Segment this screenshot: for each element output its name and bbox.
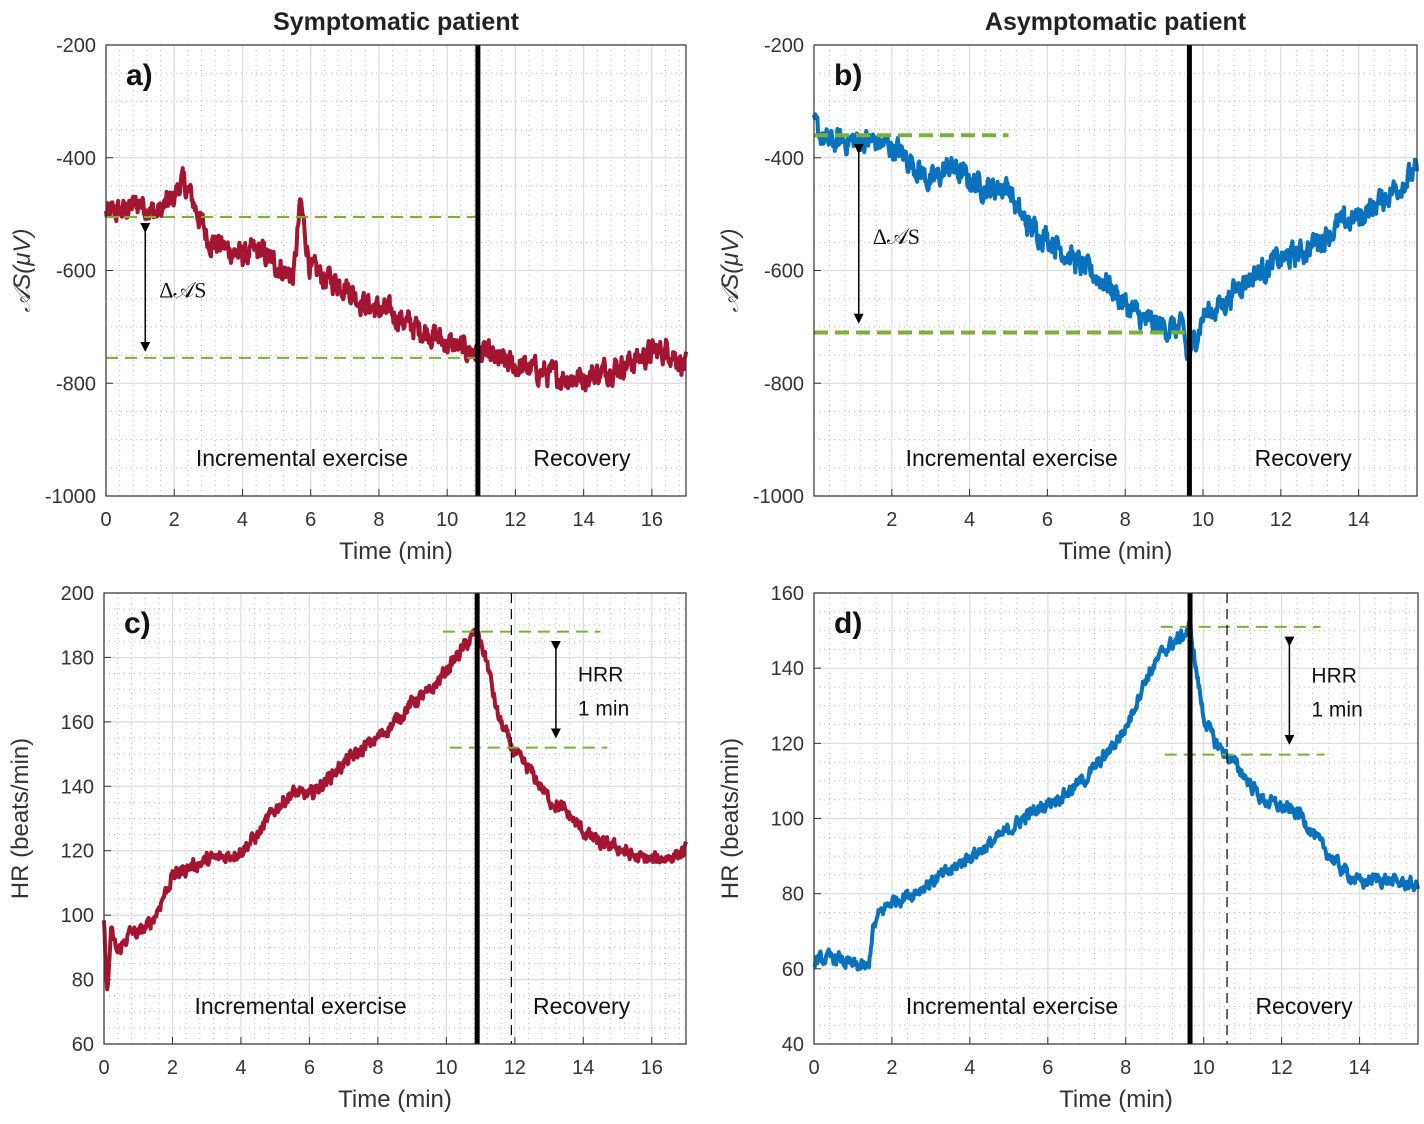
y-axis-label: HR (beats/min) xyxy=(717,738,744,899)
panel-letter: b) xyxy=(834,59,862,92)
x-tick-label: 10 xyxy=(1193,1057,1215,1079)
region-label-recovery: Recovery xyxy=(533,993,631,1019)
x-tick-label: 4 xyxy=(964,509,975,531)
delta-label: Δ𝒜S xyxy=(159,277,206,302)
panel-a: 0 2 4 6 8 10 12 14 16 -1000 -800 -600 -400 -200 Δ𝒜S a) I… xyxy=(9,8,688,565)
y-axis-label: 𝒜S(μV) xyxy=(717,229,744,313)
x-tick-label: 12 xyxy=(1270,509,1292,531)
data-series-line xyxy=(102,624,688,992)
y-tick-label: 80 xyxy=(782,884,804,906)
y-tick-label: -200 xyxy=(56,35,96,57)
x-tick-label: 2 xyxy=(169,509,180,531)
y-tick-label: 40 xyxy=(782,1034,804,1056)
x-tick-label: 12 xyxy=(504,509,526,531)
x-axis-label: Time (min) xyxy=(339,538,453,565)
region-label-exercise: Incremental exercise xyxy=(906,993,1118,1019)
x-tick-label: 8 xyxy=(1120,509,1131,531)
panel-letter: a) xyxy=(126,59,153,92)
x-tick-label: 0 xyxy=(98,1057,109,1079)
x-tick-label: 10 xyxy=(1192,509,1214,531)
x-tick-label: 10 xyxy=(436,509,458,531)
y-tick-label: 60 xyxy=(72,1034,94,1056)
y-tick-label: -200 xyxy=(764,35,804,57)
panel-title: Asymptomatic patient xyxy=(985,8,1247,36)
x-tick-label: 4 xyxy=(237,509,248,531)
panel-d: 0 2 4 6 8 10 12 14 40 60 80 100 120 140 160 HRR 1 min d) I… xyxy=(717,583,1420,1113)
region-label-exercise: Incremental exercise xyxy=(194,993,406,1019)
plot-frame xyxy=(813,592,1419,1045)
y-axis-label: HR (beats/min) xyxy=(7,738,34,899)
panel-c: 0 2 4 6 8 10 12 14 16 60 80 100 120 140 160 180 200 HRR 1 … xyxy=(7,583,688,1113)
y-tick-label: -1000 xyxy=(753,486,804,508)
y-tick-label: 200 xyxy=(61,583,94,605)
hrr-label: 1 min xyxy=(1311,699,1362,722)
x-tick-label: 6 xyxy=(1042,509,1053,531)
x-tick-label: 0 xyxy=(808,1057,819,1079)
x-tick-label: 14 xyxy=(572,1057,594,1079)
y-tick-label: 120 xyxy=(61,841,94,863)
x-tick-label: 4 xyxy=(964,1057,975,1079)
x-tick-label: 16 xyxy=(641,1057,663,1079)
y-tick-label: -800 xyxy=(56,373,96,395)
x-tick-label: 6 xyxy=(304,1057,315,1079)
y-tick-label: -400 xyxy=(764,148,804,170)
x-tick-label: 2 xyxy=(886,1057,897,1079)
y-tick-label: -800 xyxy=(764,373,804,395)
x-tick-label: 12 xyxy=(1270,1057,1292,1079)
y-tick-label: 140 xyxy=(61,776,94,798)
plot-frame xyxy=(813,44,1418,497)
panel-letter: d) xyxy=(834,607,862,640)
x-tick-label: 8 xyxy=(372,1057,383,1079)
x-tick-label: 6 xyxy=(305,509,316,531)
y-tick-label: 100 xyxy=(61,905,94,927)
y-tick-label: 120 xyxy=(771,733,804,755)
data-series-line xyxy=(104,166,688,393)
hrr-label: HRR xyxy=(578,664,624,687)
y-tick-label: 180 xyxy=(61,647,94,669)
x-axis-label: Time (min) xyxy=(1059,538,1173,565)
y-tick-label: -400 xyxy=(56,148,96,170)
x-tick-label: 8 xyxy=(373,509,384,531)
region-label-recovery: Recovery xyxy=(1255,445,1353,471)
region-label-exercise: Incremental exercise xyxy=(906,445,1118,471)
y-tick-label: -600 xyxy=(764,261,804,283)
hrr-label: HRR xyxy=(1311,665,1357,688)
y-tick-label: 140 xyxy=(771,658,804,680)
delta-label: Δ𝒜S xyxy=(873,224,920,249)
y-tick-label: 160 xyxy=(771,583,804,605)
y-axis-label: 𝒜S(μV) xyxy=(9,229,36,313)
region-label-recovery: Recovery xyxy=(1255,993,1353,1019)
y-tick-label: 160 xyxy=(61,712,94,734)
x-tick-label: 2 xyxy=(167,1057,178,1079)
x-tick-label: 16 xyxy=(641,509,663,531)
x-axis-label: Time (min) xyxy=(338,1086,452,1113)
x-tick-label: 4 xyxy=(235,1057,246,1079)
x-axis-label: Time (min) xyxy=(1059,1086,1173,1113)
y-tick-label: 80 xyxy=(72,970,94,992)
data-series-line xyxy=(812,618,1420,972)
panel-b: 2 4 6 8 10 12 14 -1000 -800 -600 -400 -200 Δ𝒜S b) Incr… xyxy=(717,8,1419,565)
x-tick-label: 14 xyxy=(1348,509,1370,531)
hrr-label: 1 min xyxy=(578,698,629,721)
y-tick-label: -1000 xyxy=(45,486,96,508)
plot-frame xyxy=(103,592,687,1045)
x-tick-label: 14 xyxy=(1348,1057,1370,1079)
x-tick-label: 12 xyxy=(504,1057,526,1079)
panel-letter: c) xyxy=(124,607,151,640)
x-tick-label: 6 xyxy=(1042,1057,1053,1079)
y-tick-label: -600 xyxy=(56,261,96,283)
region-label-exercise: Incremental exercise xyxy=(196,445,408,471)
x-tick-label: 2 xyxy=(886,509,897,531)
region-label-recovery: Recovery xyxy=(533,445,631,471)
plot-frame xyxy=(105,44,687,497)
x-tick-label: 14 xyxy=(573,509,595,531)
panel-title: Symptomatic patient xyxy=(273,8,520,36)
y-tick-label: 100 xyxy=(771,809,804,831)
x-tick-label: 8 xyxy=(1120,1057,1131,1079)
x-tick-label: 10 xyxy=(435,1057,457,1079)
y-tick-label: 60 xyxy=(782,959,804,981)
x-tick-label: 0 xyxy=(100,509,111,531)
data-series-line xyxy=(812,112,1419,362)
